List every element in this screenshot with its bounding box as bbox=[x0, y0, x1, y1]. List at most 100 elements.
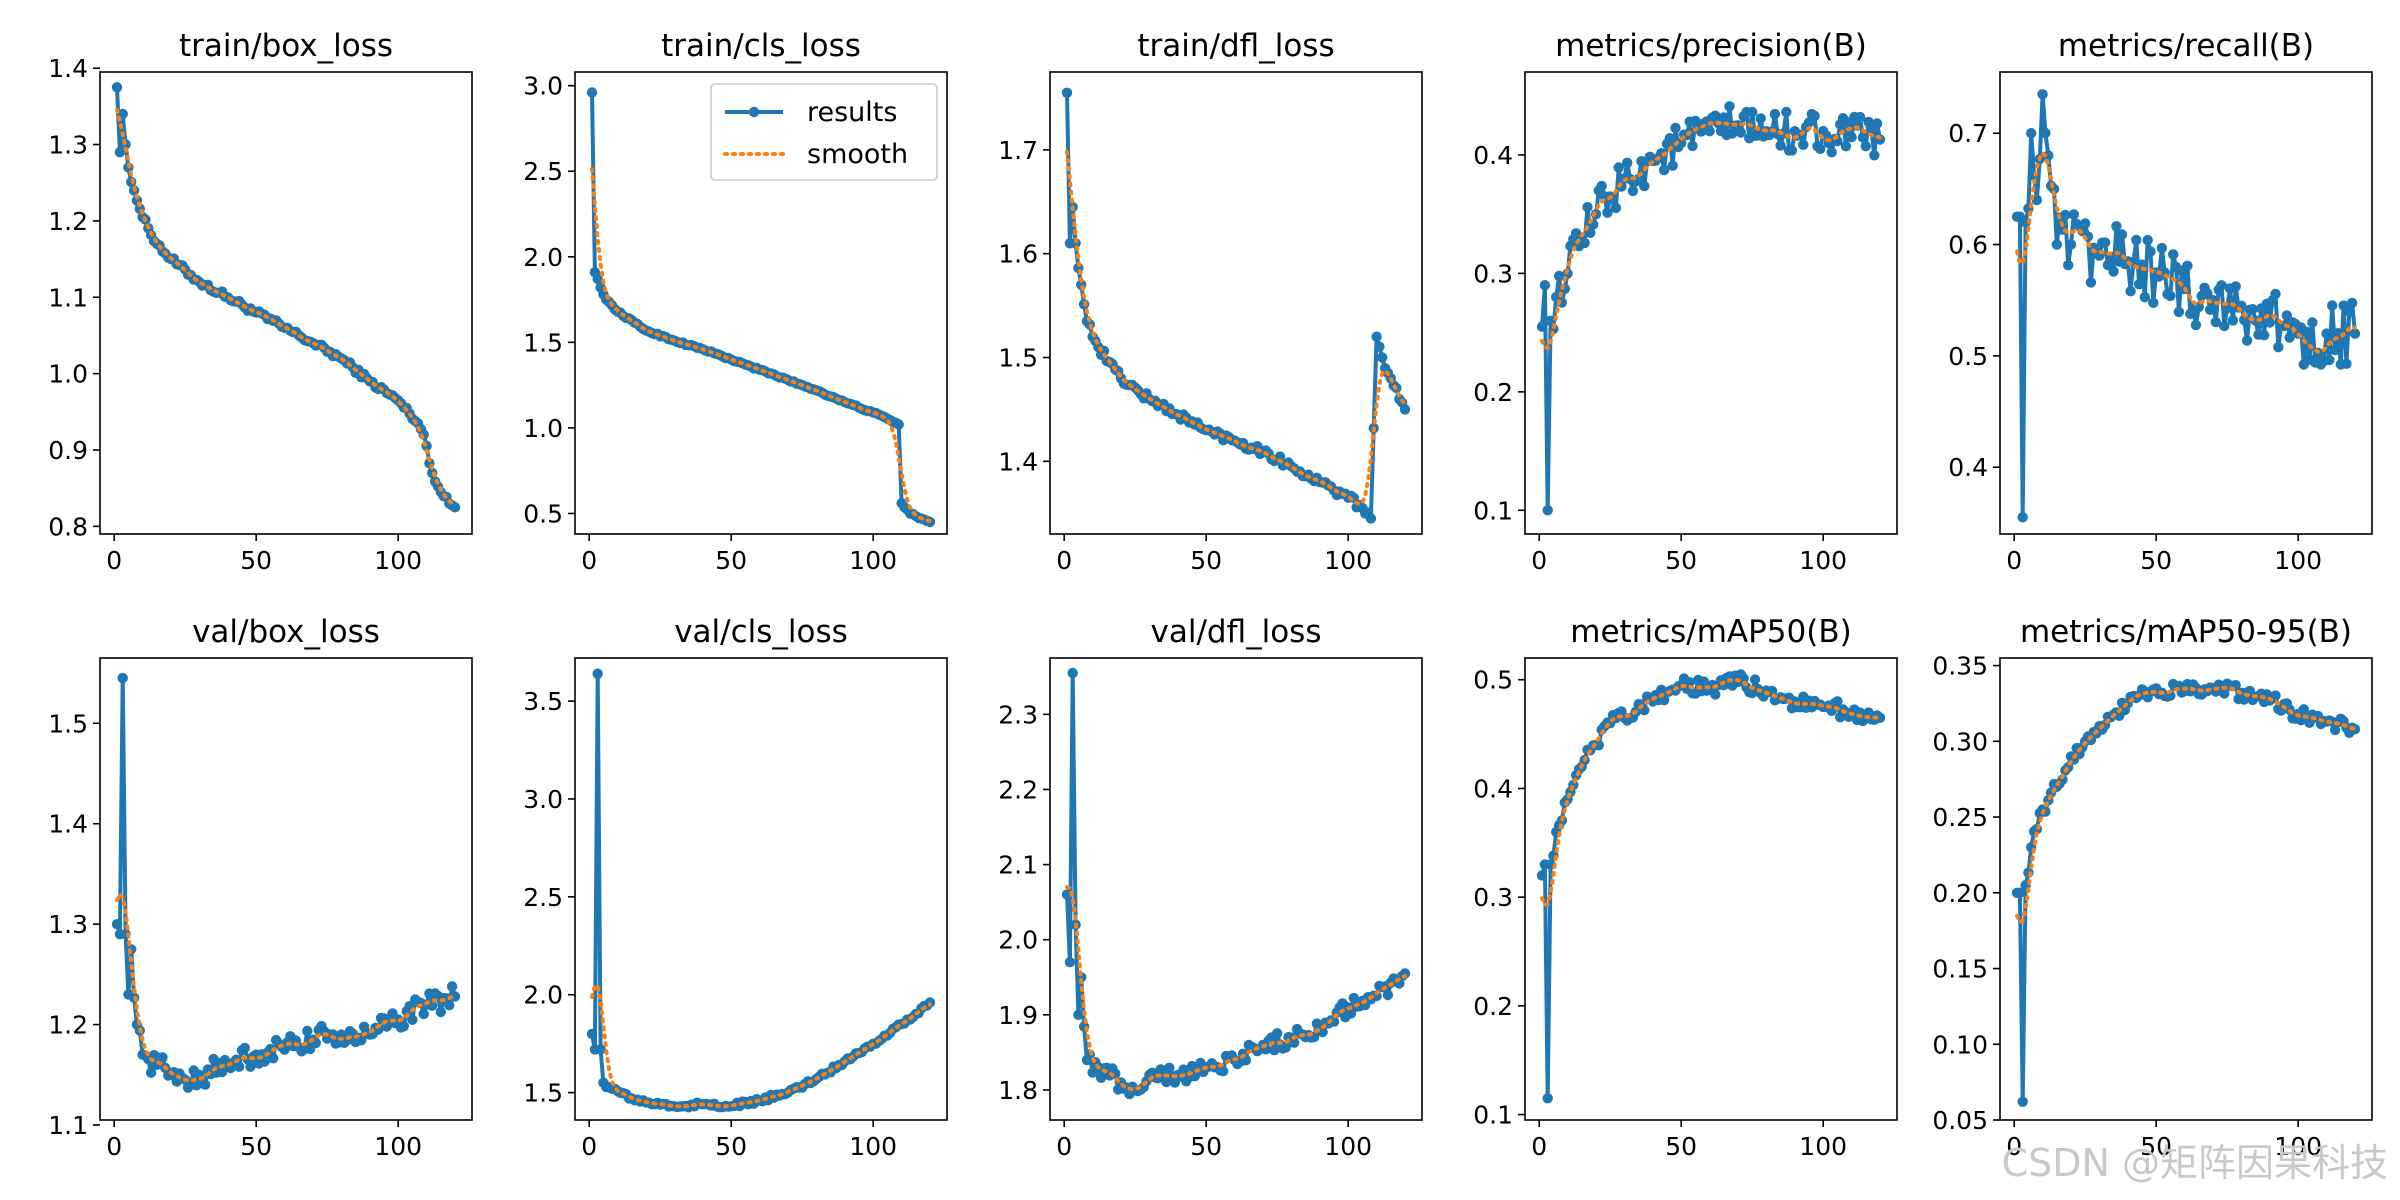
results-point bbox=[114, 147, 126, 158]
x-tick-label: 50 bbox=[240, 546, 272, 575]
results-point bbox=[1738, 673, 1749, 684]
results-point bbox=[233, 1061, 245, 1072]
smooth-series-line bbox=[590, 167, 932, 524]
smooth-series-line bbox=[1540, 120, 1882, 351]
plot-frame bbox=[1999, 71, 2373, 535]
legend-results-marker bbox=[748, 106, 760, 118]
results-series-line bbox=[1540, 672, 1882, 1101]
chart-title: metrics/recall(B) bbox=[2058, 28, 2314, 64]
results-point bbox=[444, 1000, 455, 1011]
x-tick-label: 100 bbox=[849, 1132, 897, 1161]
results-point bbox=[1067, 667, 1078, 679]
smooth-series-line bbox=[1540, 677, 1882, 908]
results-point bbox=[2270, 288, 2281, 300]
y-tick-label: 0.20 bbox=[1932, 879, 1988, 908]
y-tick-label: 0.4 bbox=[1948, 453, 1988, 482]
results-point bbox=[2040, 127, 2051, 139]
y-tick-label: 0.2 bbox=[1473, 378, 1513, 407]
results-point bbox=[1846, 132, 1857, 143]
results-point bbox=[2060, 209, 2071, 221]
results-point bbox=[1399, 404, 1411, 415]
smooth-series-line bbox=[1065, 149, 1407, 507]
results-point bbox=[2273, 342, 2284, 353]
results-point bbox=[1724, 101, 1735, 112]
y-tick-label: 3.0 bbox=[523, 72, 563, 101]
results-point bbox=[1374, 341, 1385, 352]
results-point bbox=[446, 981, 458, 992]
results-point bbox=[2329, 344, 2341, 356]
results-point bbox=[1371, 331, 1382, 342]
y-tick-label: 1.1 bbox=[48, 1111, 88, 1140]
results-point bbox=[1684, 677, 1695, 688]
results-point bbox=[2219, 320, 2230, 332]
results-point bbox=[1064, 957, 1076, 968]
results-point bbox=[2139, 292, 2150, 303]
results-point bbox=[2156, 242, 2168, 254]
y-tick-label: 2.5 bbox=[523, 157, 563, 186]
y-tick-label: 0.3 bbox=[1473, 259, 1513, 288]
y-tick-label: 1.5 bbox=[523, 328, 563, 357]
results-point bbox=[2063, 260, 2074, 271]
results-point bbox=[1871, 118, 1883, 129]
y-tick-label: 1.3 bbox=[48, 910, 88, 939]
y-tick-label: 3.5 bbox=[523, 687, 563, 716]
results-point bbox=[1613, 162, 1624, 173]
results-point bbox=[2068, 209, 2079, 220]
y-tick-label: 0.4 bbox=[1473, 774, 1513, 803]
y-tick-label: 0.30 bbox=[1932, 727, 1988, 756]
x-tick-label: 100 bbox=[849, 546, 897, 575]
results-point bbox=[1860, 141, 1872, 152]
results-point bbox=[893, 419, 904, 430]
y-tick-label: 1.5 bbox=[523, 1079, 563, 1108]
results-point bbox=[418, 1008, 429, 1020]
results-point bbox=[199, 1079, 211, 1090]
y-tick-label: 1.3 bbox=[48, 131, 88, 160]
results-point bbox=[1348, 992, 1360, 1004]
chart-title: train/box_loss bbox=[179, 28, 393, 64]
results-point bbox=[407, 1014, 418, 1025]
y-tick-label: 0.2 bbox=[1473, 992, 1513, 1021]
results-point bbox=[239, 1042, 250, 1054]
results-point bbox=[2321, 328, 2332, 339]
legend-box bbox=[710, 83, 938, 181]
results-point bbox=[2349, 328, 2361, 339]
results-point bbox=[1747, 106, 1758, 118]
smooth-series-line bbox=[115, 107, 457, 508]
y-tick-label: 0.9 bbox=[48, 436, 88, 465]
results-point bbox=[2346, 297, 2358, 309]
y-tick-label: 0.7 bbox=[1948, 119, 1988, 148]
chart-title: metrics/mAP50(B) bbox=[1570, 614, 1851, 650]
results-point bbox=[1755, 113, 1766, 124]
y-tick-label: 0.4 bbox=[1473, 141, 1513, 170]
chart-panel: metrics/precision(B) 0 50 100 0.1 0.2 0.3 0.4 bbox=[1473, 28, 1898, 575]
x-tick-label: 0 bbox=[1531, 546, 1547, 575]
results-point bbox=[1639, 180, 1650, 192]
y-tick-label: 2.0 bbox=[523, 981, 563, 1010]
x-tick-label: 50 bbox=[1190, 546, 1222, 575]
results-point bbox=[2085, 277, 2097, 288]
y-tick-label: 1.1 bbox=[48, 283, 88, 312]
y-tick-label: 1.4 bbox=[48, 54, 88, 83]
results-point bbox=[2258, 330, 2270, 341]
x-tick-label: 50 bbox=[1190, 1132, 1222, 1161]
y-tick-label: 1.4 bbox=[48, 810, 88, 839]
results-point bbox=[2037, 89, 2048, 100]
results-point bbox=[2125, 286, 2136, 297]
results-point bbox=[1687, 140, 1698, 152]
results-point bbox=[1676, 137, 1687, 149]
results-point bbox=[1633, 173, 1644, 185]
results-point bbox=[586, 1028, 598, 1040]
results-point bbox=[1317, 1026, 1328, 1038]
results-point bbox=[2281, 310, 2292, 321]
results-point bbox=[1781, 106, 1792, 118]
results-point bbox=[1786, 145, 1798, 156]
results-point bbox=[1775, 140, 1786, 151]
y-tick-label: 1.4 bbox=[998, 447, 1038, 476]
results-point bbox=[2210, 316, 2221, 328]
y-tick-label: 2.5 bbox=[523, 883, 563, 912]
results-point bbox=[1749, 674, 1761, 685]
chart-title: train/cls_loss bbox=[661, 28, 861, 64]
y-tick-label: 2.2 bbox=[998, 775, 1038, 804]
results-point bbox=[2341, 358, 2352, 369]
results-point bbox=[1798, 139, 1809, 150]
